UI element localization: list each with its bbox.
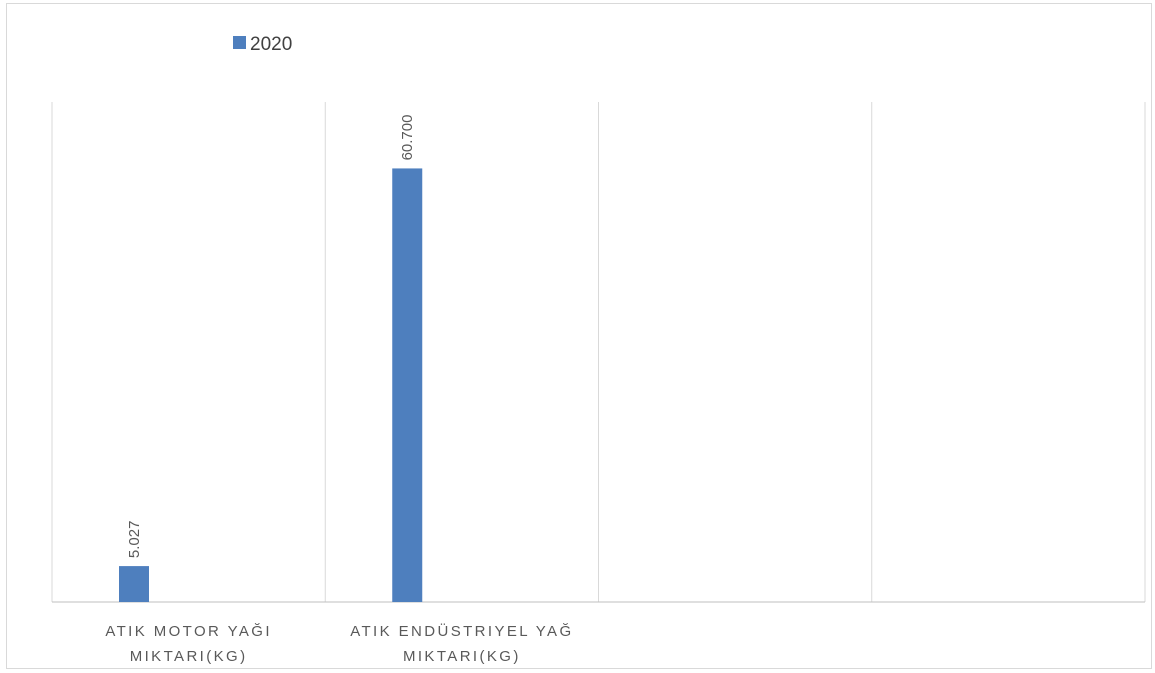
category-label-1-line-0: ATIK ENDÜSTRIYEL YAĞ (350, 622, 573, 640)
grid-lines (51, 102, 1146, 603)
category-label-0-line-1: MIKTARI(KG) (130, 648, 248, 665)
bar-1 (392, 168, 423, 602)
legend-label: 2020 (250, 34, 292, 55)
bar-0 (119, 566, 149, 602)
data-label-1: 60.700 (399, 115, 416, 161)
data-labels: 5.027 60.700 (126, 115, 416, 559)
bar-series (119, 168, 423, 602)
data-label-0: 5.027 (126, 521, 143, 559)
legend-swatch (233, 36, 246, 49)
category-label-0-line-0: ATIK MOTOR YAĞI (105, 623, 272, 640)
category-axis-labels: ATIK MOTOR YAĞI MIKTARI(KG) ATIK ENDÜSTRIY… (105, 622, 573, 665)
chart-frame (6, 3, 1152, 669)
legend: 2020 (233, 34, 292, 55)
category-label-1-line-1: MIKTARI(KG) (403, 648, 521, 665)
